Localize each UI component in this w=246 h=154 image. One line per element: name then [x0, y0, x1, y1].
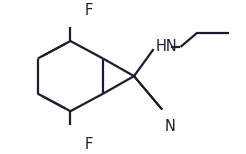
Text: F: F [85, 137, 93, 152]
Text: F: F [85, 3, 93, 18]
Text: HN: HN [156, 39, 178, 55]
Text: N: N [165, 120, 175, 134]
